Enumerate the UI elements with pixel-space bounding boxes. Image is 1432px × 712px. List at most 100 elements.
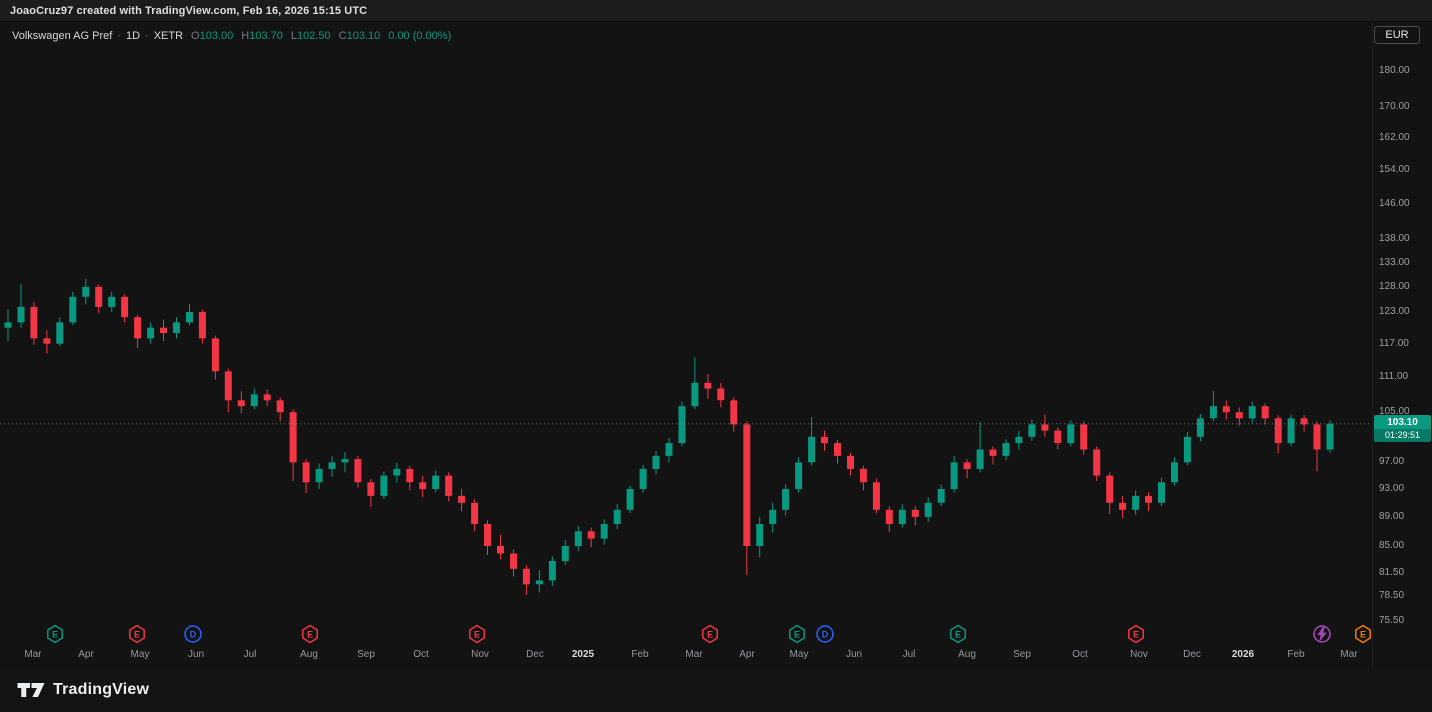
time-axis-month-label: Nov <box>1130 649 1148 660</box>
time-axis-month-label: Aug <box>958 649 976 660</box>
earnings-marker[interactable]: E <box>300 624 320 649</box>
low-label: L <box>290 30 297 42</box>
price-axis-label: 111.00 <box>1379 371 1409 383</box>
time-axis-year-label: 2026 <box>1231 649 1255 660</box>
price-axis[interactable]: 103.10 01:29:51 180.00 170.00 162.00 154.00… <box>1372 22 1432 668</box>
legend-separator: · <box>117 30 121 42</box>
symbol-interval[interactable]: 1D <box>125 30 141 42</box>
price-axis-label: 81.50 <box>1379 566 1405 578</box>
price-axis-label: 162.00 <box>1379 131 1410 143</box>
dividend-icon: D <box>816 625 834 643</box>
price-axis-label: 138.00 <box>1379 233 1410 245</box>
time-axis-month-label: Oct <box>413 649 429 660</box>
price-axis-label: 128.00 <box>1379 280 1410 292</box>
svg-text:E: E <box>307 630 313 640</box>
price-axis-label: 105.00 <box>1379 406 1410 418</box>
earnings-icon: E <box>469 624 485 644</box>
price-axis-label: 117.00 <box>1379 337 1409 349</box>
flash-marker[interactable] <box>1312 624 1332 649</box>
time-axis-month-label: Apr <box>739 649 755 660</box>
earnings-marker[interactable]: E <box>467 624 487 649</box>
earnings-marker[interactable]: E <box>787 624 807 649</box>
time-axis-month-label: Sep <box>357 649 375 660</box>
price-axis-label: 78.50 <box>1379 590 1405 602</box>
earnings-icon: E <box>302 624 318 644</box>
earnings-marker[interactable]: E <box>127 624 147 649</box>
open-value: 103.00 <box>199 30 234 42</box>
earnings-icon: E <box>789 624 805 644</box>
time-axis-month-label: Dec <box>526 649 544 660</box>
price-axis-label: 89.00 <box>1379 510 1405 522</box>
open-label: O <box>191 30 200 42</box>
time-axis-month-label: Mar <box>24 649 42 660</box>
price-axis-label: 75.50 <box>1379 615 1405 626</box>
earnings-marker[interactable]: E <box>45 624 65 649</box>
time-axis-month-label: May <box>130 649 150 660</box>
svg-text:E: E <box>794 630 800 640</box>
earnings-marker[interactable]: E <box>1126 624 1146 649</box>
dividend-icon: D <box>184 625 202 643</box>
tradingview-logo[interactable]: TradingView <box>16 680 149 700</box>
earnings-icon: E <box>702 624 718 644</box>
earnings-icon: E <box>1128 624 1144 644</box>
time-axis-month-label: Jun <box>187 649 205 660</box>
price-axis-label: 146.00 <box>1379 197 1410 209</box>
tradingview-logo-icon <box>17 683 45 697</box>
tradingview-logo-text: TradingView <box>53 681 150 698</box>
close-value: 103.10 <box>346 30 381 42</box>
close-label: C <box>338 30 347 42</box>
time-axis-month-label: Jul <box>902 649 916 660</box>
price-axis-label: 154.00 <box>1379 163 1410 175</box>
bar-countdown: 01:29:51 <box>1374 428 1431 442</box>
time-axis-month-label: Mar <box>1340 649 1358 660</box>
time-axis-month-label: Aug <box>300 649 318 660</box>
low-value: 102.50 <box>296 30 331 42</box>
high-value: 103.70 <box>249 30 283 42</box>
price-axis-label: 133.00 <box>1379 256 1410 268</box>
price-axis-label: 170.00 <box>1379 101 1410 113</box>
earnings-marker[interactable]: E <box>948 624 968 649</box>
dividend-marker[interactable]: D <box>183 624 203 649</box>
time-axis-month-label: May <box>789 649 809 660</box>
price-axis-label: 97.00 <box>1379 456 1405 468</box>
svg-text:E: E <box>955 630 961 640</box>
time-axis-month-label: Oct <box>1072 649 1088 660</box>
time-axis-month-label: Jun <box>845 649 863 660</box>
earnings-marker[interactable]: E <box>700 624 720 649</box>
time-axis-month-label: Nov <box>471 649 489 660</box>
svg-text:E: E <box>134 630 140 640</box>
attribution-text: JoaoCruz97 created with TradingView.com,… <box>10 4 368 17</box>
svg-text:E: E <box>1133 630 1139 640</box>
svg-text:D: D <box>822 630 829 640</box>
currency-button[interactable]: EUR <box>1374 26 1420 44</box>
price-axis-label: 85.00 <box>1379 539 1405 551</box>
time-axis-month-label: Mar <box>685 649 703 660</box>
svg-text:E: E <box>52 630 58 640</box>
svg-text:E: E <box>707 630 713 640</box>
time-axis-month-label: Dec <box>1183 649 1201 660</box>
earnings-icon: E <box>950 624 966 644</box>
svg-text:D: D <box>190 630 197 640</box>
earnings-upcoming-icon: E <box>1355 624 1371 644</box>
symbol-legend[interactable]: Volkswagen AG Pref · 1D · XETR O103.00 H103.70… <box>12 30 451 42</box>
change-value: 0.00 (0.00%) <box>388 30 452 42</box>
time-axis-month-label: Feb <box>1287 649 1305 660</box>
candlestick-chart[interactable] <box>0 22 1372 668</box>
time-axis-month-label: Sep <box>1013 649 1031 660</box>
earnings-icon: E <box>129 624 145 644</box>
symbol-exchange[interactable]: XETR <box>153 30 184 42</box>
price-axis-label: 123.00 <box>1379 306 1410 318</box>
price-axis-label: 93.00 <box>1379 483 1405 495</box>
earnings-icon: E <box>47 624 63 644</box>
earnings-upcoming-marker[interactable]: E <box>1353 624 1372 649</box>
high-label: H <box>241 30 250 42</box>
last-price-badge: 103.10 01:29:51 <box>1374 414 1431 442</box>
attribution-bar: JoaoCruz97 created with TradingView.com,… <box>0 0 1432 22</box>
legend-separator: · <box>145 30 149 42</box>
dividend-marker[interactable]: D <box>815 624 835 649</box>
time-axis-month-label: Jul <box>243 649 257 660</box>
time-axis-year-label: 2025 <box>571 649 595 660</box>
symbol-title[interactable]: Volkswagen AG Pref <box>12 30 113 42</box>
footer-bar: TradingView <box>0 668 1432 712</box>
chart-plot[interactable]: Volkswagen AG Pref · 1D · XETR O103.00 H103.70… <box>0 22 1372 668</box>
